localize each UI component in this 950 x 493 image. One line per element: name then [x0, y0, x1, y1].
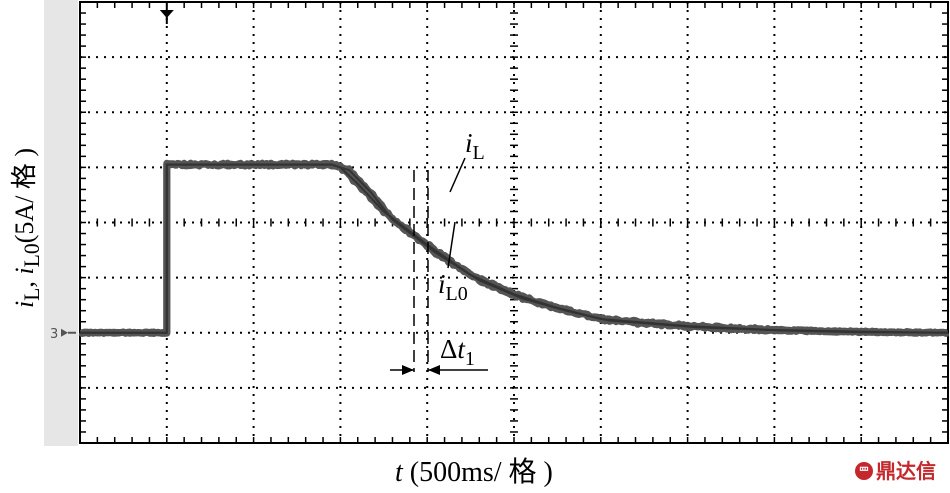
dt-arrow-right-icon	[428, 365, 440, 375]
leader-iL0	[447, 221, 456, 269]
dt-arrow-left-icon	[402, 365, 414, 375]
label-iL0: iL0	[438, 269, 468, 305]
svg-text:罒: 罒	[859, 466, 869, 478]
ground-marker-label: 3	[50, 327, 58, 342]
watermark: 罒鼎达信	[855, 455, 936, 484]
trace-iL0-core	[80, 163, 949, 334]
scope-bezel	[44, 0, 78, 446]
y-axis-unit: (5A/ 格 )	[10, 147, 39, 244]
leader-iL	[449, 157, 466, 193]
watermark-logo-icon: 罒	[855, 462, 873, 480]
y-axis-label: iL, iL0(5A/ 格 )	[10, 147, 45, 309]
ground-marker-icon	[61, 328, 68, 337]
x-axis-label: t (500ms/ 格 )	[395, 457, 553, 488]
x-axis-unit: (500ms/ 格 )	[402, 457, 553, 488]
label-iL: iL	[465, 128, 485, 164]
label-delta-t: Δt1	[440, 334, 475, 370]
